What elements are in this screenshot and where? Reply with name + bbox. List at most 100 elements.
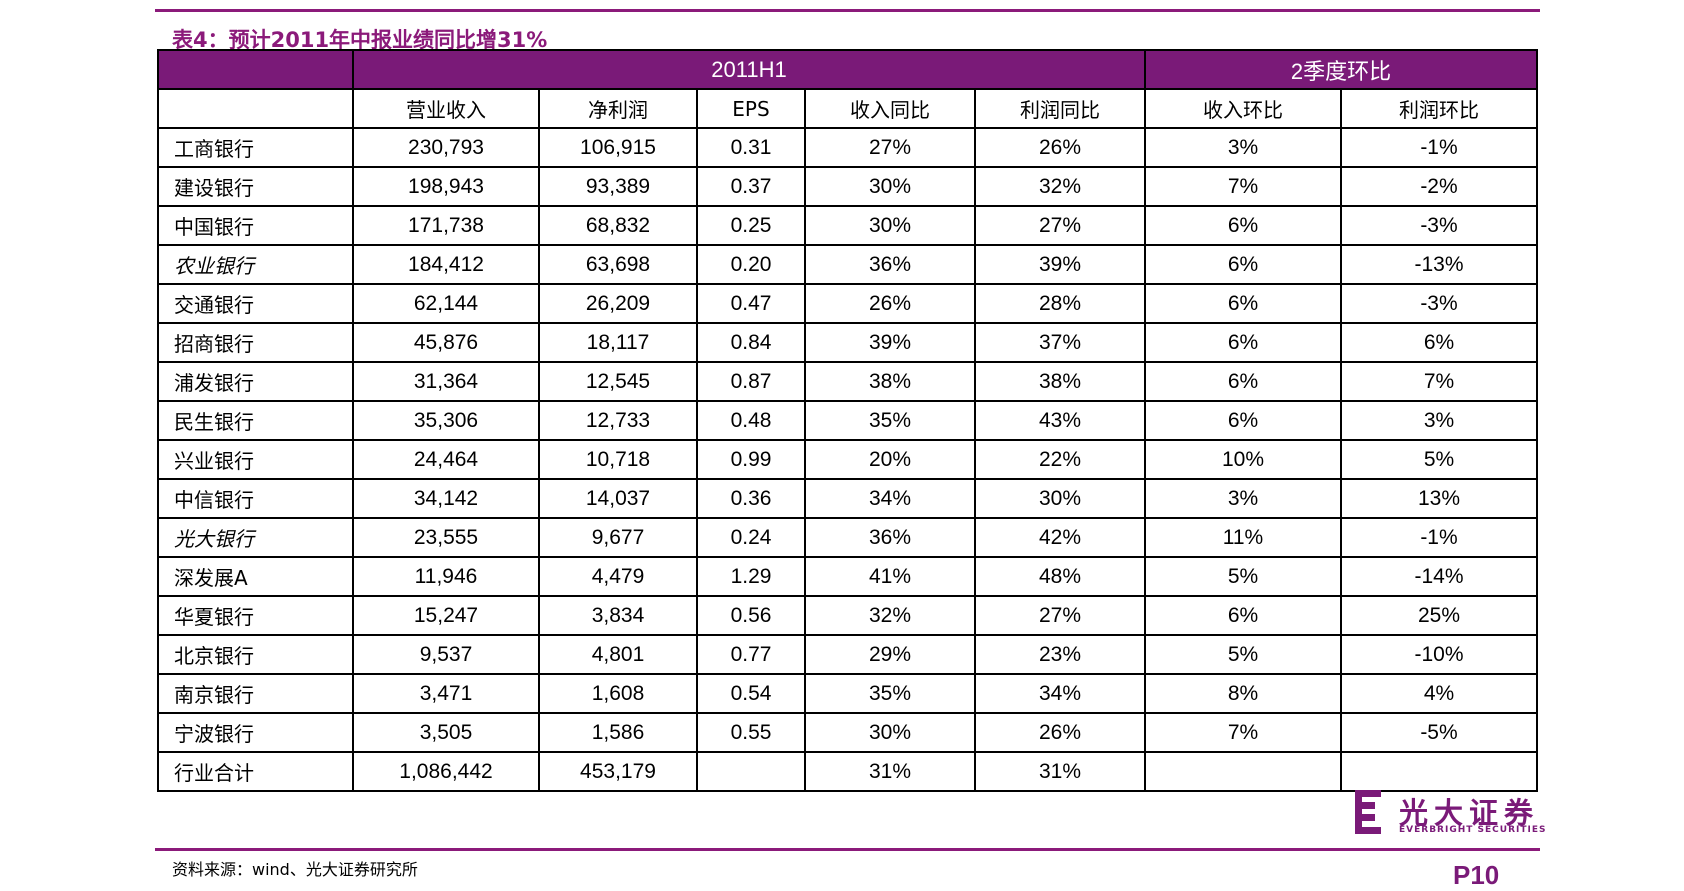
bank-name-cell: 民生银行 [157, 400, 354, 441]
data-cell: 30% [974, 478, 1146, 519]
data-cell: 11% [1144, 517, 1342, 558]
data-cell: 12,733 [538, 400, 698, 441]
data-cell: 171,738 [352, 205, 540, 246]
data-cell: 5% [1144, 556, 1342, 597]
table-row: 华夏银行 15,247 3,834 0.56 32% 27% 6% 25% [157, 595, 1538, 636]
table-row: 光大银行 23,555 9,677 0.24 36% 42% 11% -1% [157, 517, 1538, 558]
data-cell: 63,698 [538, 244, 698, 285]
table-row: 浦发银行 31,364 12,545 0.87 38% 38% 6% 7% [157, 361, 1538, 402]
data-cell: 62,144 [352, 283, 540, 324]
data-cell: 45,876 [352, 322, 540, 363]
data-cell: 31% [974, 751, 1146, 792]
bank-name-cell: 工商银行 [157, 127, 354, 168]
data-cell: -3% [1340, 283, 1538, 324]
data-cell: 43% [974, 400, 1146, 441]
data-cell: 34,142 [352, 478, 540, 519]
column-header: 收入环比 [1144, 88, 1342, 129]
data-cell: 6% [1144, 400, 1342, 441]
table-row: 建设银行 198,943 93,389 0.37 30% 32% 7% -2% [157, 166, 1538, 207]
data-cell: 0.24 [696, 517, 806, 558]
data-cell: 36% [804, 244, 976, 285]
data-cell: 3% [1340, 400, 1538, 441]
bank-name-cell: 光大银行 [157, 517, 354, 558]
table-row: 北京银行 9,537 4,801 0.77 29% 23% 5% -10% [157, 634, 1538, 675]
data-cell: 3,505 [352, 712, 540, 753]
data-cell: 5% [1340, 439, 1538, 480]
table-row: 工商银行 230,793 106,915 0.31 27% 26% 3% -1% [157, 127, 1538, 168]
data-cell: 26% [974, 712, 1146, 753]
data-cell: 12,545 [538, 361, 698, 402]
data-cell: 26% [974, 127, 1146, 168]
table-row: 中信银行 34,142 14,037 0.36 34% 30% 3% 13% [157, 478, 1538, 519]
data-cell: 20% [804, 439, 976, 480]
data-cell: 6% [1144, 205, 1342, 246]
data-cell: 0.99 [696, 439, 806, 480]
data-cell: 9,537 [352, 634, 540, 675]
data-cell [1144, 751, 1342, 792]
data-cell: 34% [974, 673, 1146, 714]
data-cell: 10% [1144, 439, 1342, 480]
data-cell: 0.84 [696, 322, 806, 363]
data-cell: -1% [1340, 127, 1538, 168]
data-cell: 0.31 [696, 127, 806, 168]
data-cell: 27% [804, 127, 976, 168]
data-cell [1340, 751, 1538, 792]
data-cell: 32% [804, 595, 976, 636]
data-cell: 3% [1144, 478, 1342, 519]
data-cell: 26% [804, 283, 976, 324]
data-cell: 230,793 [352, 127, 540, 168]
data-cell: 34% [804, 478, 976, 519]
data-cell: 14,037 [538, 478, 698, 519]
data-cell: 1,608 [538, 673, 698, 714]
data-cell: 11,946 [352, 556, 540, 597]
data-cell: 35,306 [352, 400, 540, 441]
everbright-logo-icon [1355, 790, 1387, 834]
data-cell: 93,389 [538, 166, 698, 207]
data-cell: 27% [974, 595, 1146, 636]
bottom-divider [155, 848, 1540, 851]
data-cell: 35% [804, 673, 976, 714]
column-header: EPS [696, 88, 806, 129]
data-cell: 27% [974, 205, 1146, 246]
data-cell: 10,718 [538, 439, 698, 480]
column-header: 营业收入 [352, 88, 540, 129]
header-row-groups: 2011H1 2季度环比 [157, 49, 1538, 90]
data-cell: 0.20 [696, 244, 806, 285]
bank-name-cell: 建设银行 [157, 166, 354, 207]
bank-name-cell: 兴业银行 [157, 439, 354, 480]
table-title: 表4：预计2011年中报业绩同比增31% [172, 28, 548, 52]
column-header: 净利润 [538, 88, 698, 129]
header-row-columns: 营业收入 净利润 EPS 收入同比 利润同比 收入环比 利润环比 [157, 88, 1538, 129]
table-row: 交通银行 62,144 26,209 0.47 26% 28% 6% -3% [157, 283, 1538, 324]
bank-name-cell: 南京银行 [157, 673, 354, 714]
data-cell: 453,179 [538, 751, 698, 792]
column-header: 利润环比 [1340, 88, 1538, 129]
data-cell: 0.25 [696, 205, 806, 246]
bank-earnings-table: 2011H1 2季度环比 营业收入 净利润 EPS 收入同比 利润同比 收入环比… [157, 49, 1538, 792]
table-row: 民生银行 35,306 12,733 0.48 35% 43% 6% 3% [157, 400, 1538, 441]
data-cell: 6% [1144, 244, 1342, 285]
data-cell: 198,943 [352, 166, 540, 207]
data-cell: 26,209 [538, 283, 698, 324]
data-cell: -1% [1340, 517, 1538, 558]
data-cell: 6% [1144, 283, 1342, 324]
data-cell: 41% [804, 556, 976, 597]
data-cell: 6% [1144, 361, 1342, 402]
data-cell: 25% [1340, 595, 1538, 636]
table-row: 农业银行 184,412 63,698 0.20 36% 39% 6% -13% [157, 244, 1538, 285]
header-empty-cell [157, 49, 354, 90]
data-cell: 31,364 [352, 361, 540, 402]
data-cell: -10% [1340, 634, 1538, 675]
logo-english-name: EVERBRIGHT SECURITIES [1399, 825, 1547, 835]
table-body: 工商银行 230,793 106,915 0.31 27% 26% 3% -1% 建设银行 198… [157, 127, 1538, 792]
table-row: 兴业银行 24,464 10,718 0.99 20% 22% 10% 5% [157, 439, 1538, 480]
data-cell: 30% [804, 205, 976, 246]
data-cell: 1,086,442 [352, 751, 540, 792]
data-cell: 38% [974, 361, 1146, 402]
data-cell [696, 751, 806, 792]
page-number: P10 [1453, 860, 1500, 890]
data-cell: 35% [804, 400, 976, 441]
data-cell: 6% [1144, 322, 1342, 363]
data-cell: 184,412 [352, 244, 540, 285]
table-row: 深发展A 11,946 4,479 1.29 41% 48% 5% -14% [157, 556, 1538, 597]
